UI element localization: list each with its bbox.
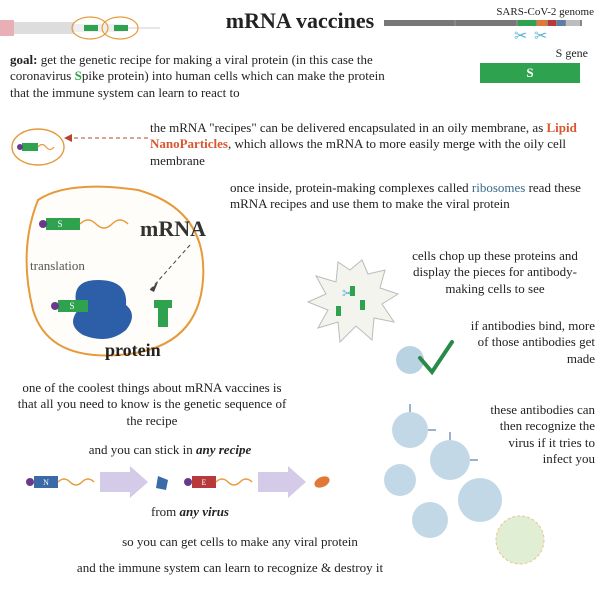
recipe-row-icon: N E <box>20 462 340 502</box>
line1-text: so you can get cells to make any viral p… <box>40 534 440 550</box>
line2-text: and the immune system can learn to recog… <box>10 560 450 576</box>
genome-region: SARS-CoV-2 genome ✂ ✂ S gene S <box>384 6 594 83</box>
lnp-text: the mRNA "recipes" can be delivered enca… <box>150 120 590 169</box>
mrna-label: mRNA <box>140 216 206 242</box>
goal-text: goal: get the genetic recipe for making … <box>10 52 390 101</box>
s-gene-box: S <box>480 63 580 83</box>
ribosome-text: once inside, protein-making complexes ca… <box>230 180 590 213</box>
any-recipe-text: and you can stick in any recipe <box>40 442 300 458</box>
svg-text:N: N <box>43 478 49 487</box>
s-gene-caption: S gene <box>384 46 588 61</box>
antibody-bind-text: if antibodies bind, more of those antibo… <box>470 318 595 367</box>
protein-label: protein <box>105 340 161 361</box>
svg-text:S: S <box>69 301 74 311</box>
genome-label: SARS-CoV-2 genome <box>384 6 594 18</box>
checkmark-icon <box>390 330 460 390</box>
coolest-text: one of the coolest things about mRNA vac… <box>12 380 292 429</box>
syringe-icon <box>0 8 180 48</box>
translation-label: translation <box>30 258 85 274</box>
cell-text: cells chop up these proteins and display… <box>400 248 590 297</box>
any-virus-text: from any virus <box>100 504 280 520</box>
scissors-icon: ✂ <box>514 26 527 46</box>
dashed-arrow-down-icon <box>140 240 200 300</box>
scissors-icon: ✂ <box>534 26 547 46</box>
svg-text:E: E <box>202 478 207 487</box>
antibody-recognize-text: these antibodies can then recognize the … <box>480 402 595 467</box>
dashed-arrow-icon <box>58 132 158 152</box>
svg-text:S: S <box>57 219 62 229</box>
